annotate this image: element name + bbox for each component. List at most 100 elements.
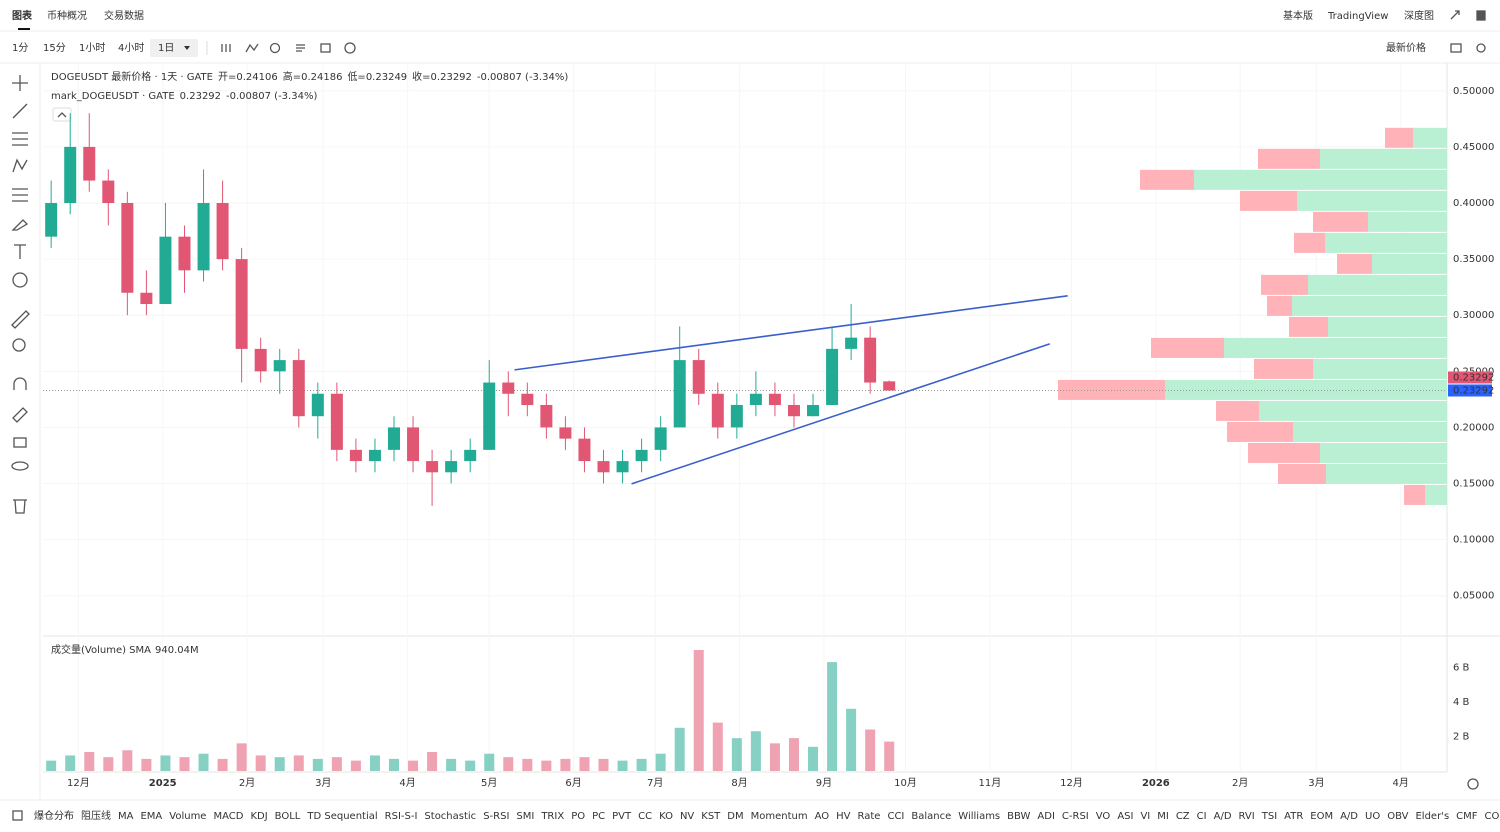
screenshot-button[interactable] — [1450, 43, 1462, 53]
settings-button[interactable] — [1476, 43, 1486, 53]
lock-tool[interactable] — [13, 437, 27, 448]
replay-button[interactable] — [269, 42, 281, 54]
fib-tool[interactable] — [12, 132, 28, 146]
indicator[interactable]: KO — [659, 811, 673, 822]
indicator[interactable]: OBV — [1387, 811, 1408, 822]
tab[interactable]: 交易数据 — [104, 9, 144, 22]
time-settings-button[interactable] — [1467, 778, 1479, 790]
indicator[interactable]: AO — [815, 811, 830, 822]
fullscreen-button[interactable] — [1450, 10, 1460, 20]
text-tool[interactable] — [14, 244, 26, 259]
indicator[interactable]: Balance — [911, 811, 951, 822]
indicator-toggle[interactable] — [12, 810, 23, 821]
indicator[interactable]: RVI — [1239, 811, 1255, 822]
lock-draw-tool[interactable] — [12, 407, 28, 423]
indicator[interactable]: S-RSI — [483, 811, 509, 822]
brush-tool[interactable] — [11, 219, 29, 231]
indicator[interactable]: NV — [680, 811, 694, 822]
indicator[interactable]: SMI — [516, 811, 534, 822]
indicator[interactable]: PC — [592, 811, 605, 822]
indicator[interactable]: MI — [1157, 811, 1169, 822]
volume-bar — [788, 738, 799, 771]
indicator[interactable]: CZ — [1176, 811, 1190, 822]
indicator[interactable]: 爆仓分布 — [34, 809, 74, 822]
line-tool[interactable] — [12, 103, 28, 119]
indicator[interactable]: CC — [638, 811, 652, 822]
profile-sell — [1240, 190, 1297, 211]
indicator[interactable]: A/D — [1214, 811, 1232, 822]
indicator[interactable]: MA — [118, 811, 134, 822]
indicator[interactable]: Volume — [169, 811, 206, 822]
indicator[interactable]: EMA — [140, 811, 162, 822]
window-button[interactable] — [1476, 10, 1486, 21]
indicator[interactable]: Williams — [958, 811, 1000, 822]
layout-button[interactable] — [320, 43, 331, 53]
emoji-tool[interactable] — [12, 272, 28, 288]
volume-bar — [103, 757, 114, 771]
indicator[interactable]: TRIX — [540, 811, 564, 822]
indicator[interactable]: DM — [727, 811, 743, 822]
indicator[interactable]: Elder's — [1415, 811, 1449, 822]
delete-tool[interactable] — [13, 499, 27, 514]
indicator[interactable]: A/D — [1340, 811, 1358, 822]
interval[interactable]: 1分 — [12, 42, 28, 54]
indicator[interactable]: BBW — [1007, 811, 1030, 822]
indicator[interactable]: BOLL — [275, 811, 301, 822]
header-link[interactable]: 深度图 — [1404, 9, 1434, 22]
indicator[interactable]: TD Sequential — [306, 811, 377, 822]
chart-type-button[interactable] — [221, 44, 231, 52]
volume-bar — [350, 760, 361, 771]
indicators-button[interactable] — [245, 43, 259, 53]
add-button[interactable] — [344, 42, 356, 54]
indicator[interactable]: ATR — [1284, 811, 1303, 822]
magnet-tool[interactable] — [13, 377, 27, 390]
indicator[interactable]: MACD — [213, 811, 243, 822]
interval[interactable]: 15分 — [43, 42, 66, 54]
indicator[interactable]: HV — [836, 811, 851, 822]
tab[interactable]: 图表 — [12, 9, 33, 22]
candle-body — [216, 203, 229, 260]
indicator[interactable]: PVT — [612, 811, 632, 822]
indicator[interactable]: CCI — [887, 811, 904, 822]
indicator[interactable]: CO — [1485, 811, 1500, 822]
indicator[interactable]: EOM — [1310, 811, 1333, 822]
candle-body — [673, 360, 686, 428]
header-link[interactable]: 基本版 — [1283, 9, 1313, 22]
y-tick-label: 0.50000 — [1453, 86, 1494, 97]
interval[interactable]: 1日 — [158, 43, 174, 54]
price-source[interactable]: 最新价格 — [1386, 41, 1426, 54]
template-button[interactable] — [296, 44, 305, 52]
collapse-legend[interactable] — [52, 107, 72, 122]
indicator[interactable]: C-RSI — [1062, 811, 1089, 822]
interval[interactable]: 4小时 — [118, 42, 144, 54]
candle-body — [388, 427, 400, 450]
indicator[interactable]: ASI — [1117, 811, 1133, 822]
header-link[interactable]: TradingView — [1327, 11, 1388, 22]
crosshair-tool[interactable] — [12, 75, 28, 91]
volume-bar — [427, 751, 438, 771]
tab[interactable]: 币种概况 — [47, 9, 87, 22]
indicator[interactable]: TSI — [1261, 811, 1277, 822]
y-tick-label: 0.45000 — [1453, 142, 1494, 153]
ruler-tool[interactable] — [11, 310, 30, 329]
indicator[interactable]: Stochastic — [424, 811, 476, 822]
volume-bar — [750, 731, 761, 771]
projection-tool[interactable] — [12, 188, 28, 202]
indicator[interactable]: ADI — [1037, 811, 1055, 822]
indicator[interactable]: UO — [1365, 811, 1380, 822]
zoom-tool[interactable] — [12, 338, 26, 352]
indicator[interactable]: Rate — [858, 811, 881, 822]
indicator[interactable]: VI — [1140, 811, 1150, 822]
indicator[interactable]: Momentum — [751, 811, 808, 822]
indicator[interactable]: 阻压线 — [81, 809, 111, 822]
indicator[interactable]: RSI-S-I — [385, 811, 418, 822]
indicator[interactable]: PO — [571, 811, 585, 822]
interval[interactable]: 1小时 — [79, 42, 105, 54]
indicator[interactable]: VO — [1096, 811, 1111, 822]
visibility-tool[interactable] — [11, 461, 29, 471]
indicator[interactable]: CI — [1197, 811, 1207, 822]
indicator[interactable]: KDJ — [250, 811, 267, 822]
pattern-tool[interactable] — [12, 158, 28, 173]
indicator[interactable]: KST — [701, 811, 721, 822]
indicator[interactable]: CMF — [1456, 811, 1478, 822]
